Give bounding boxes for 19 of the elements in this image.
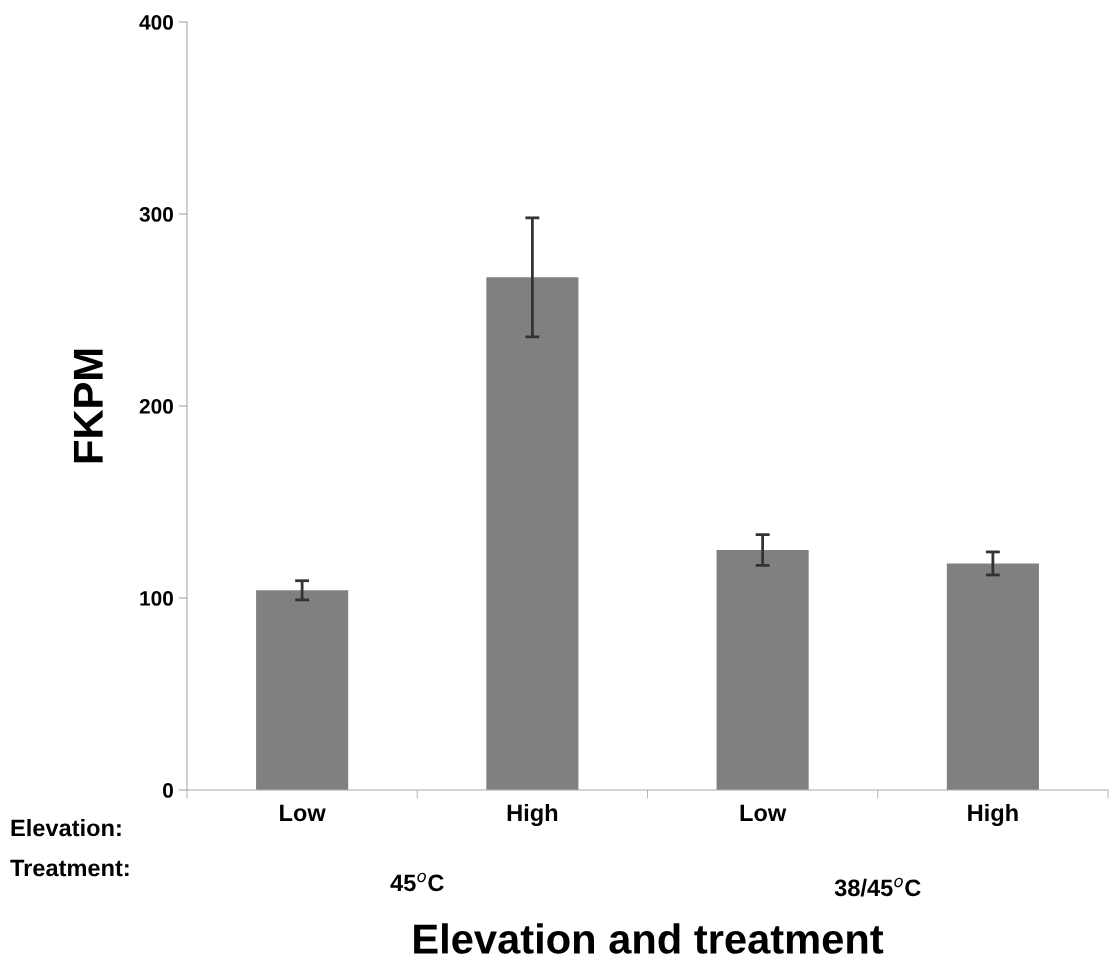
x-tick-label: High	[968, 803, 1018, 826]
bar	[946, 563, 1039, 790]
y-tick-label: 0	[163, 783, 173, 798]
y-tick-label: 400	[139, 15, 173, 30]
text: 45$^{o}$C	[390, 872, 444, 892]
y-tick-label: 300	[139, 207, 173, 222]
y-tick-label: 200	[139, 399, 173, 414]
bar	[256, 590, 349, 790]
x-axis-title: Elevation and treatment	[414, 923, 884, 954]
x-tick-label: High	[507, 803, 558, 826]
text: Treatment:	[10, 859, 129, 877]
bar	[716, 550, 809, 790]
x-tick-label: Low	[740, 804, 787, 822]
text: Elevation:	[11, 818, 121, 837]
bar	[486, 277, 579, 790]
text: 38/45$^{o}$C	[834, 877, 921, 897]
y-tick-label: 100	[140, 591, 173, 606]
y-axis-title: FKPM	[73, 349, 103, 463]
x-tick-label: Low	[280, 804, 326, 822]
